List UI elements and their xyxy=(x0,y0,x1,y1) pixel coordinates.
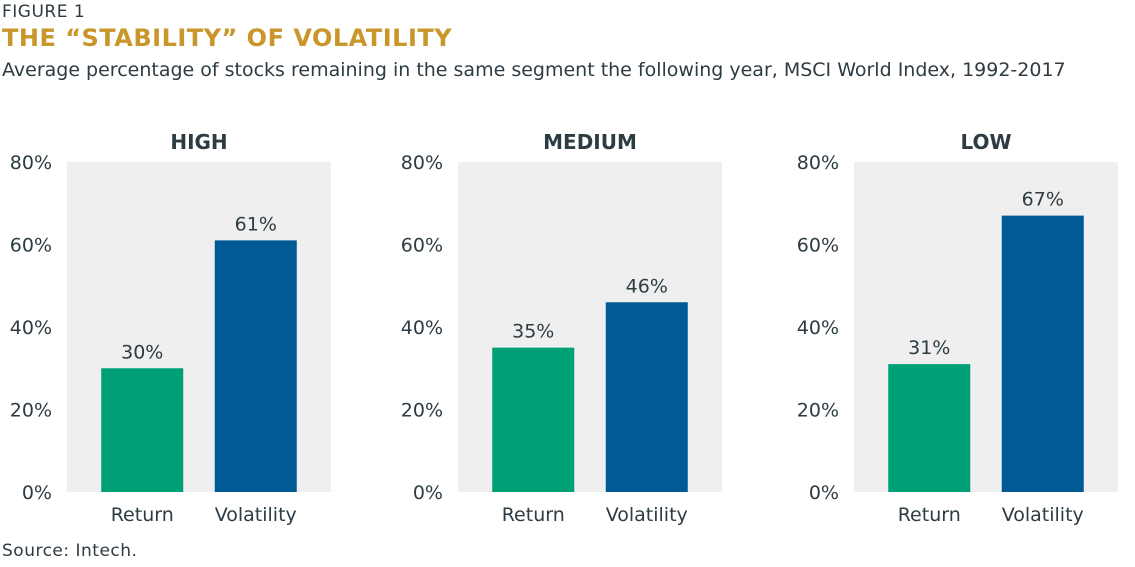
y-tick-label-low: 20% xyxy=(797,400,839,422)
y-tick-label-high: 80% xyxy=(10,152,52,174)
x-tick-label-low-return: Return xyxy=(898,504,961,526)
x-tick-label-low-volatility: Volatility xyxy=(1002,504,1084,526)
bar-high-return xyxy=(101,368,184,492)
y-tick-label-high: 0% xyxy=(22,482,52,504)
bar-medium-return xyxy=(492,347,575,492)
bar-medium-volatility xyxy=(605,302,688,492)
data-label-high-return: 30% xyxy=(121,341,163,363)
y-tick-label-high: 20% xyxy=(10,400,52,422)
data-label-medium-return: 35% xyxy=(512,321,554,343)
panel-title-high: HIGH xyxy=(170,130,227,154)
x-tick-label-medium-volatility: Volatility xyxy=(606,504,688,526)
y-tick-label-medium: 60% xyxy=(401,235,443,257)
y-tick-label-medium: 40% xyxy=(401,317,443,339)
source-note: Source: Intech. xyxy=(2,541,138,561)
y-tick-label-medium: 0% xyxy=(413,482,443,504)
y-tick-label-low: 0% xyxy=(809,482,839,504)
data-label-medium-volatility: 46% xyxy=(626,275,668,297)
y-tick-label-low: 80% xyxy=(797,152,839,174)
x-tick-label-high-return: Return xyxy=(111,504,174,526)
bar-low-volatility xyxy=(1001,215,1084,492)
data-label-high-volatility: 61% xyxy=(235,213,277,235)
x-tick-label-high-volatility: Volatility xyxy=(215,504,297,526)
y-tick-label-low: 60% xyxy=(797,235,839,257)
data-label-low-return: 31% xyxy=(908,337,950,359)
figure-label: FIGURE 1 xyxy=(2,2,86,22)
bar-low-return xyxy=(888,364,971,492)
y-tick-label-low: 40% xyxy=(797,317,839,339)
figure-subtitle: Average percentage of stocks remaining i… xyxy=(2,59,1066,81)
panel-title-medium: MEDIUM xyxy=(543,130,637,154)
y-tick-label-medium: 80% xyxy=(401,152,443,174)
y-tick-label-high: 40% xyxy=(10,317,52,339)
figure-title: THE “STABILITY” OF VOLATILITY xyxy=(2,24,453,52)
y-tick-label-high: 60% xyxy=(10,235,52,257)
bar-high-volatility xyxy=(214,240,297,492)
x-tick-label-medium-return: Return xyxy=(502,504,565,526)
y-tick-label-medium: 20% xyxy=(401,400,443,422)
panel-title-low: LOW xyxy=(960,130,1011,154)
data-label-low-volatility: 67% xyxy=(1022,189,1064,211)
